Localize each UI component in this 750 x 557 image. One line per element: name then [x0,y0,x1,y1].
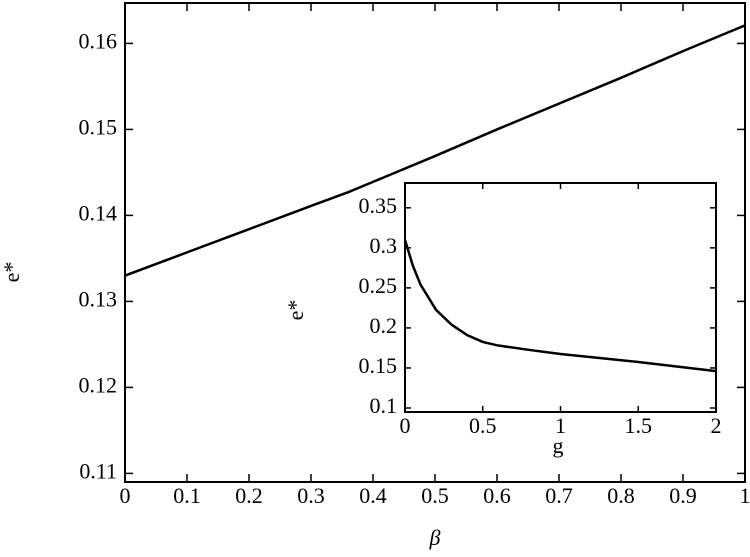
y-tick-label: 0.2 [370,313,398,338]
x-tick-label: 0.1 [173,483,201,508]
y-tick-label: 0.15 [359,353,398,378]
plot-area [405,183,716,412]
x-tick-label: 0.6 [483,483,511,508]
x-axis-label: g [553,433,564,458]
y-tick-label: 0.1 [370,393,398,418]
y-tick-label: 0.15 [79,114,118,139]
y-axis-label: e* [0,262,24,283]
x-tick-label: 2 [711,413,722,438]
x-tick-label: 0.5 [421,483,449,508]
y-tick-label: 0.14 [79,200,118,225]
x-tick-label: 0.4 [359,483,387,508]
y-tick-label: 0.16 [79,28,118,53]
x-tick-label: 0.2 [235,483,263,508]
y-tick-label: 0.35 [359,193,398,218]
x-tick-label: 0 [120,483,131,508]
x-tick-label: 0 [400,413,411,438]
x-tick-label: 0.5 [469,413,497,438]
y-tick-label: 0.25 [359,273,398,298]
x-tick-label: 1.5 [625,413,653,438]
y-tick-label: 0.3 [370,233,398,258]
y-tick-label: 0.11 [79,458,117,483]
x-tick-label: 0.9 [669,483,697,508]
y-tick-label: 0.12 [79,372,118,397]
x-tick-label: 0.8 [607,483,635,508]
x-tick-label: 1 [740,483,750,508]
y-tick-label: 0.13 [79,286,118,311]
x-tick-label: 0.7 [545,483,573,508]
x-axis-label: β [429,525,441,550]
x-tick-label: 0.3 [297,483,325,508]
y-axis-label: e* [283,300,308,321]
